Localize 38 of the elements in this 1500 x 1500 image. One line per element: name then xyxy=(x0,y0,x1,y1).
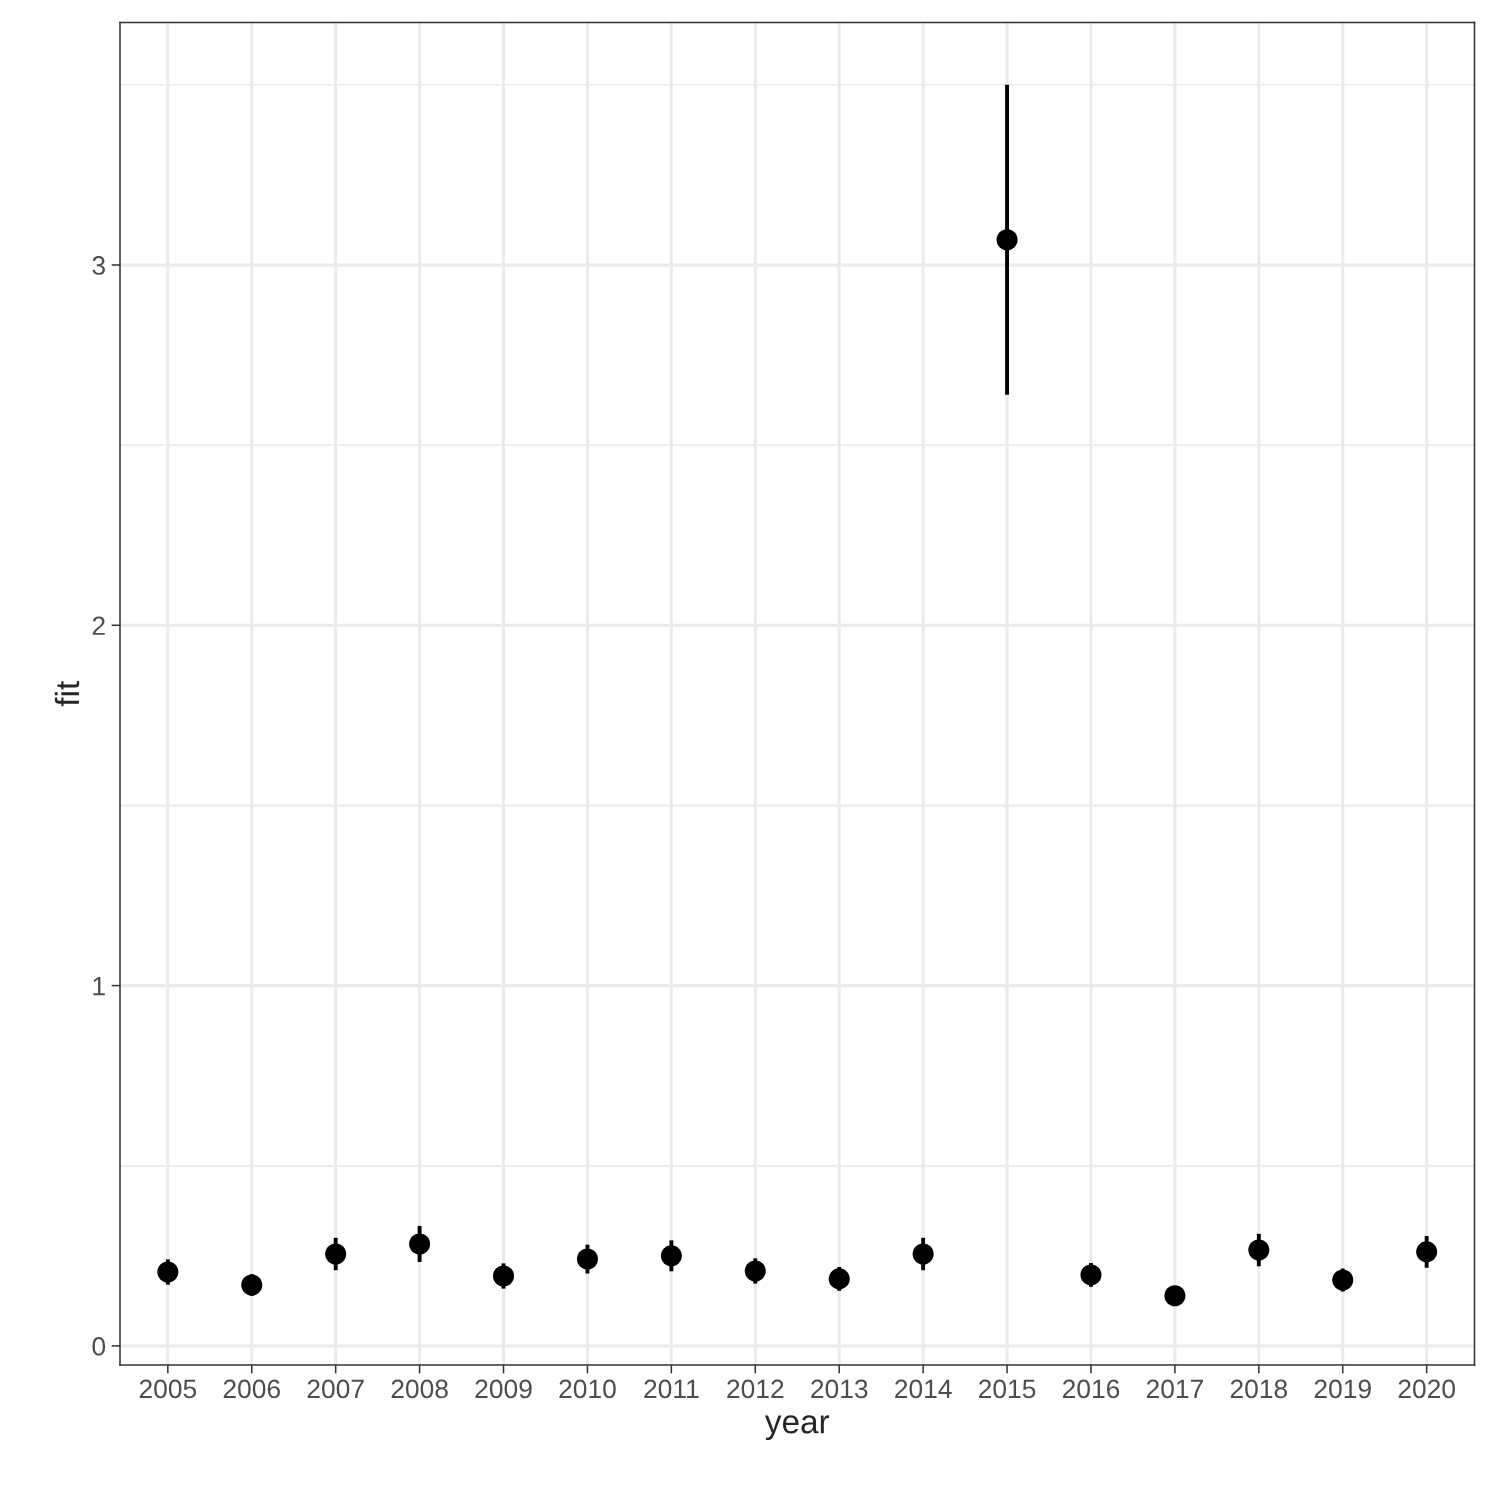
x-tick-label: 2019 xyxy=(1314,1379,1371,1399)
x-tick-label: 2007 xyxy=(307,1379,364,1399)
point xyxy=(325,1243,347,1265)
x-tick-label: 2006 xyxy=(223,1379,280,1399)
x-tick-label: 2014 xyxy=(895,1379,952,1399)
y-tick-label: 0 xyxy=(92,1337,106,1356)
point xyxy=(409,1233,431,1255)
point xyxy=(744,1260,766,1282)
x-tick-label: 2005 xyxy=(139,1379,197,1399)
point xyxy=(1332,1269,1354,1291)
x-tick-label: 2017 xyxy=(1146,1379,1203,1399)
point xyxy=(912,1243,934,1265)
point xyxy=(157,1261,179,1283)
x-tick-label: 2020 xyxy=(1398,1379,1455,1399)
x-tick-label: 2008 xyxy=(391,1379,448,1399)
x-tick-label: 2018 xyxy=(1230,1379,1288,1399)
point xyxy=(660,1245,682,1267)
y-axis-title: fit xyxy=(54,681,80,707)
y-tick-label: 2 xyxy=(92,616,105,635)
x-tick-label: 2015 xyxy=(979,1379,1036,1399)
y-tick-label: 1 xyxy=(93,977,105,996)
point xyxy=(492,1265,515,1287)
point xyxy=(241,1274,263,1296)
point xyxy=(996,229,1018,251)
x-tick-label: 2013 xyxy=(811,1379,868,1399)
point xyxy=(1416,1241,1438,1263)
x-tick-label: 2012 xyxy=(727,1379,784,1399)
point xyxy=(1248,1239,1270,1261)
x-tick-label: 2010 xyxy=(559,1379,616,1399)
x-tick-label: 2011 xyxy=(644,1379,699,1399)
point xyxy=(1164,1285,1186,1307)
x-axis-title: year xyxy=(764,1415,830,1441)
y-tick-label: 3 xyxy=(92,256,105,275)
x-tick-label: 2009 xyxy=(475,1379,532,1399)
point xyxy=(1080,1264,1102,1286)
x-tick-label: 2016 xyxy=(1062,1379,1120,1399)
point xyxy=(576,1248,598,1270)
point xyxy=(828,1268,850,1290)
